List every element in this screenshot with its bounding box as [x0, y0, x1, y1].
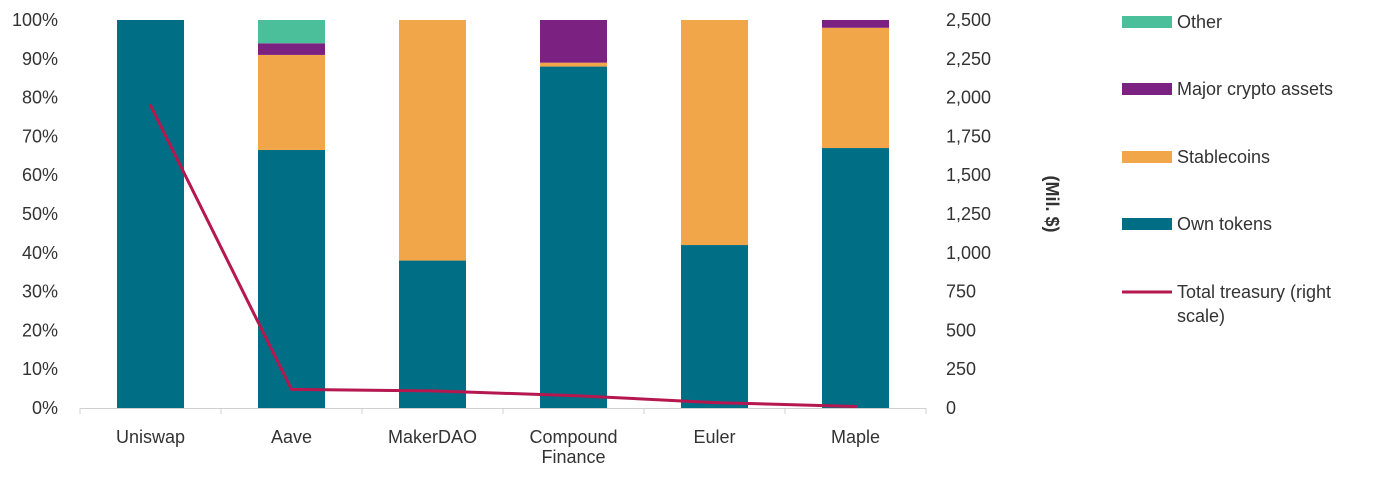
y-left-tick-label: 50%: [22, 204, 58, 224]
bar-own-tokens-makerdao: [399, 260, 466, 408]
bar-major-crypto-assets-aave: [258, 43, 325, 55]
legend-label-own-tokens: Own tokens: [1177, 214, 1272, 234]
x-tick-label: Aave: [271, 427, 312, 447]
legend-swatch-other: [1122, 16, 1172, 28]
y-right-tick-label: 250: [946, 359, 976, 379]
bar-major-crypto-assets-compound-finance: [540, 20, 607, 63]
y-left-tick-label: 70%: [22, 126, 58, 146]
y-left-tick-label: 10%: [22, 359, 58, 379]
y-right-axis-title: (Mil. $): [1042, 176, 1062, 233]
y-left-tick-label: 20%: [22, 320, 58, 340]
bar-major-crypto-assets-maple: [822, 20, 889, 28]
bar-own-tokens-aave: [258, 149, 325, 409]
y-right-tick-label: 1,750: [946, 126, 991, 146]
y-right-tick-label: 2,000: [946, 88, 991, 108]
bar-stablecoins-maple: [822, 27, 889, 149]
treasury-point-aave: [290, 387, 293, 391]
bars-layer: [117, 20, 889, 409]
treasury-line: [149, 103, 857, 408]
y-left-tick-label: 40%: [22, 243, 58, 263]
y-left-tick-label: 30%: [22, 282, 58, 302]
bar-stablecoins-aave: [258, 54, 325, 150]
legend-label-other: Other: [1177, 12, 1222, 32]
x-tick-label: Euler: [693, 427, 735, 447]
bar-own-tokens-compound-finance: [540, 66, 607, 408]
bar-own-tokens-euler: [681, 245, 748, 408]
y-left-tick-label: 80%: [22, 88, 58, 108]
treasury-point-uniswap: [149, 103, 152, 107]
y-right-tick-label: 0: [946, 398, 956, 418]
treasury-line-layer: [149, 103, 857, 408]
legend-label-major-crypto-assets: Major crypto assets: [1177, 79, 1333, 99]
bar-own-tokens-maple: [822, 148, 889, 409]
treasury-point-euler: [713, 401, 716, 405]
bar-other-aave: [258, 20, 325, 44]
y-right-tick-label: 2,500: [946, 10, 991, 30]
legend-label-treasury: scale): [1177, 306, 1225, 326]
y-right-tick-label: 1,500: [946, 165, 991, 185]
legend-label-treasury: Total treasury (right: [1177, 282, 1331, 302]
legend-label-stablecoins: Stablecoins: [1177, 147, 1270, 167]
treasury-point-makerdao: [431, 389, 434, 393]
legend: Other Major crypto assets Stablecoins Own t…: [1122, 12, 1333, 326]
x-tick-label: Compound: [529, 427, 617, 447]
y-right-tick-label: 1,000: [946, 243, 991, 263]
y-right-tick-label: 1,250: [946, 204, 991, 224]
x-tick-label: MakerDAO: [388, 427, 477, 447]
bar-stablecoins-makerdao: [399, 20, 466, 261]
y-right-tick-label: 500: [946, 320, 976, 340]
x-tick-label: Finance: [541, 447, 605, 467]
y-left-tick-label: 100%: [12, 10, 58, 30]
bar-stablecoins-compound-finance: [540, 62, 607, 67]
x-tick-label: Maple: [831, 427, 880, 447]
y-left-tick-label: 0%: [32, 398, 58, 418]
y-left-tick-label: 60%: [22, 165, 58, 185]
legend-swatch-own-tokens: [1122, 218, 1172, 230]
bar-stablecoins-euler: [681, 20, 748, 246]
treasury-point-maple: [854, 404, 857, 408]
y-left-tick-label: 90%: [22, 49, 58, 69]
y-right-tick-label: 2,250: [946, 49, 991, 69]
x-tick-label: Uniswap: [116, 427, 185, 447]
y-right-tick-label: 750: [946, 282, 976, 302]
treasury-point-compound-finance: [572, 394, 575, 398]
bar-own-tokens-uniswap: [117, 20, 184, 408]
legend-swatch-major-crypto-assets: [1122, 83, 1172, 95]
legend-swatch-stablecoins: [1122, 151, 1172, 163]
